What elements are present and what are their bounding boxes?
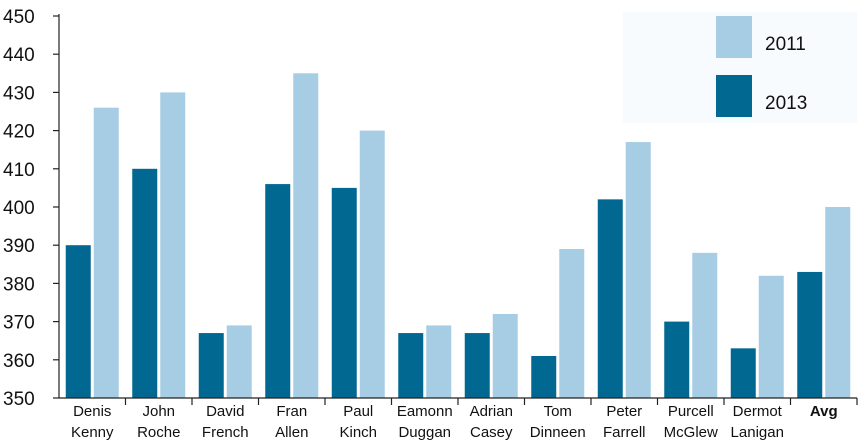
bar-2011-peter-farrell <box>625 142 651 398</box>
bar-2013-david-french <box>198 333 224 398</box>
x-category-label: Fran Allen <box>275 403 308 441</box>
x-category-label: Peter Farrell <box>603 403 646 441</box>
legend-swatch-2011 <box>716 16 752 58</box>
y-tick-label: 410 <box>3 160 35 181</box>
bar-2013-fran-allen <box>265 184 291 398</box>
bar-2011-john-roche <box>160 92 186 399</box>
bar-2011-purcell-mcglew <box>692 252 718 398</box>
bar-2013-john-roche <box>132 168 158 398</box>
y-tick-label: 380 <box>3 274 35 295</box>
x-category-label: David French <box>202 403 249 441</box>
y-tick-label: 420 <box>3 122 35 143</box>
bar-2013-tom-dinneen <box>531 355 557 398</box>
x-category-label: Tom Dinneen <box>530 403 586 441</box>
y-tick-label: 390 <box>3 236 35 257</box>
bar-2011-eamonn-duggan <box>426 325 452 398</box>
bar-2011-tom-dinneen <box>559 249 585 398</box>
bar-2013-eamonn-duggan <box>398 333 424 398</box>
y-tick-label: 430 <box>3 83 35 104</box>
bar-2011-david-french <box>226 325 252 398</box>
y-tick-label: 370 <box>3 313 35 334</box>
y-tick-label: 400 <box>3 198 35 219</box>
bar-2013-paul-kinch <box>331 187 357 398</box>
x-category-label: Purcell McGlew <box>664 403 718 441</box>
bar-2013-avg <box>797 271 823 398</box>
x-category-label: Avg <box>810 403 838 420</box>
y-tick-label: 450 <box>3 7 35 28</box>
y-tick-label: 360 <box>3 351 35 372</box>
x-category-label: Eamonn Duggan <box>397 403 453 441</box>
bar-2011-dermot-lanigan <box>758 275 784 398</box>
x-category-label: Denis Kenny <box>71 403 114 441</box>
legend-label-2013: 2013 <box>765 93 807 114</box>
bar-2011-paul-kinch <box>359 130 385 398</box>
x-category-label: Paul Kinch <box>339 403 377 441</box>
bar-2013-peter-farrell <box>597 199 623 398</box>
bar-2013-denis-kenny <box>65 245 91 398</box>
bar-2011-fran-allen <box>293 73 319 399</box>
bar-2011-avg <box>825 207 851 398</box>
y-tick-label: 440 <box>3 45 35 66</box>
bar-2011-denis-kenny <box>93 107 119 399</box>
y-tick-label: 350 <box>3 389 35 410</box>
legend-label-2011: 2011 <box>765 34 806 55</box>
bar-2011-adrian-casey <box>492 313 518 398</box>
bar-2013-dermot-lanigan <box>730 348 756 398</box>
bar-2013-purcell-mcglew <box>664 321 690 398</box>
x-category-label: John Roche <box>137 403 180 441</box>
x-category-label: Dermot Lanigan <box>731 403 784 441</box>
legend-swatch-2013 <box>716 75 752 117</box>
x-category-label: Adrian Casey <box>470 403 513 441</box>
bar-2013-adrian-casey <box>464 333 490 398</box>
